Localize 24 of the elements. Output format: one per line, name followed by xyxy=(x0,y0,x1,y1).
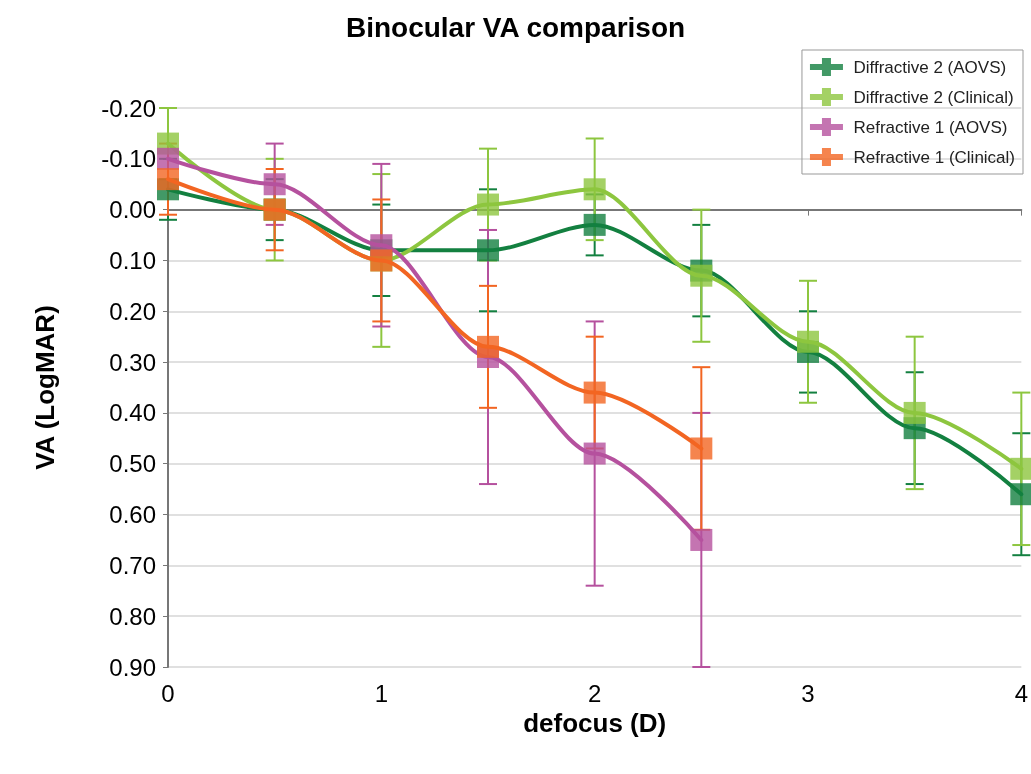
x-axis-title: defocus (D) xyxy=(523,707,667,738)
y-tick-label: -0.10 xyxy=(101,145,156,173)
y-axis-title: VA (LogMAR) xyxy=(30,305,60,470)
y-tick-label: 0.80 xyxy=(109,602,156,630)
y-tick-label: 0.50 xyxy=(109,450,156,478)
y-tick-label: 0.00 xyxy=(109,196,156,224)
legend-label: Diffractive 2 (Clinical) xyxy=(853,87,1014,107)
x-tick-label: 4 xyxy=(1014,679,1029,707)
x-tick-label: 1 xyxy=(374,679,389,707)
y-tick-label: 0.70 xyxy=(109,551,156,579)
y-tick-label: 0.10 xyxy=(109,246,156,274)
y-tick-label: -0.20 xyxy=(101,94,156,122)
x-tick-label: 2 xyxy=(587,679,602,707)
x-tick-label: 0 xyxy=(161,679,175,707)
y-tick-label: 0.40 xyxy=(109,399,156,427)
y-tick-label: 0.60 xyxy=(109,501,156,529)
y-tick-label: 0.30 xyxy=(109,348,156,376)
y-tick-label: 0.20 xyxy=(109,297,156,325)
y-tick-label: 0.90 xyxy=(109,653,156,681)
x-tick-label: 3 xyxy=(801,679,815,707)
legend-label: Refractive 1 (AOVS) xyxy=(853,117,1008,137)
legend-label: Refractive 1 (Clinical) xyxy=(853,147,1016,167)
legend-label: Diffractive 2 (AOVS) xyxy=(853,57,1007,77)
chart-title: Binocular VA comparison xyxy=(345,11,686,43)
